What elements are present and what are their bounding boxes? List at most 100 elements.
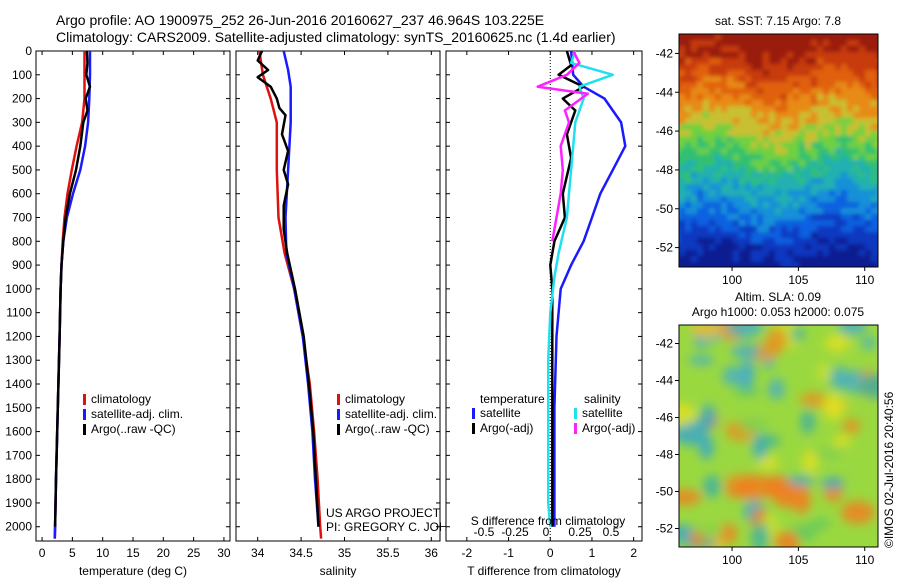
sst-cell — [727, 244, 734, 251]
sst-cell — [733, 238, 740, 245]
sst-cell — [811, 172, 818, 179]
sst-cell — [817, 262, 824, 267]
sst-cell — [739, 244, 746, 251]
sst-cell — [757, 178, 764, 185]
sst-cell — [853, 112, 860, 119]
sst-cell — [697, 70, 704, 77]
sst-cell — [835, 64, 842, 71]
sst-cell — [859, 250, 866, 257]
sst-cell — [835, 94, 842, 101]
sst-cell — [709, 112, 716, 119]
sst-cell — [685, 184, 692, 191]
sst-cell — [733, 232, 740, 239]
sst-cell — [853, 148, 860, 155]
sla-blob — [700, 404, 716, 431]
sst-cell — [745, 190, 752, 197]
sst-cell — [739, 58, 746, 65]
sst-cell — [859, 142, 866, 149]
sst-cell — [781, 262, 788, 267]
sst-cell — [721, 34, 728, 41]
sst-cell — [793, 166, 800, 173]
sst-cell — [811, 226, 818, 233]
sst-cell — [727, 238, 734, 245]
sst-cell — [679, 160, 686, 167]
sst-cell — [805, 202, 812, 209]
sst-cell — [757, 154, 764, 161]
sst-cell — [727, 214, 734, 221]
sst-cell — [679, 178, 686, 185]
sst-cell — [679, 142, 686, 149]
sst-cell — [745, 82, 752, 89]
x2-tick-label: -0.25 — [501, 525, 529, 539]
sst-cell — [775, 232, 782, 239]
sst-cell — [781, 232, 788, 239]
sst-cell — [775, 196, 782, 203]
sst-cell — [769, 52, 776, 59]
sst-cell — [697, 244, 704, 251]
sst-cell — [775, 142, 782, 149]
sst-cell — [859, 130, 866, 137]
sst-cell — [829, 142, 836, 149]
sst-cell — [727, 226, 734, 233]
sst-cell — [739, 76, 746, 83]
sst-cell — [883, 34, 890, 41]
sst-cell — [853, 256, 860, 263]
sst-cell — [763, 64, 770, 71]
sst-cell — [847, 160, 854, 167]
sst-cell — [781, 208, 788, 215]
sst-cell — [781, 190, 788, 197]
sst-cell — [811, 52, 818, 59]
sst-cell — [799, 196, 806, 203]
sst-cell — [715, 112, 722, 119]
sst-cell — [883, 88, 890, 95]
sst-cell — [817, 124, 824, 131]
sst-cell — [733, 88, 740, 95]
sst-cell — [823, 232, 830, 239]
map-x-tick-label: 110 — [855, 553, 874, 567]
sst-cell — [817, 190, 824, 197]
sst-cell — [751, 238, 758, 245]
sst-cell — [751, 256, 758, 263]
sst-cell — [769, 94, 776, 101]
sst-cell — [883, 28, 890, 35]
legend-label: satellite — [582, 406, 623, 420]
sst-cell — [721, 202, 728, 209]
sst-cell — [829, 154, 836, 161]
sst-cell — [727, 34, 734, 41]
sst-cell — [727, 160, 734, 167]
map-y-tick-label: -48 — [656, 163, 674, 177]
sst-cell — [799, 34, 806, 41]
y-tick-label: 2000 — [5, 520, 32, 534]
sst-cell — [709, 106, 716, 113]
sst-cell — [697, 202, 704, 209]
sst-cell — [823, 94, 830, 101]
sst-cell — [751, 244, 758, 251]
sst-cell — [835, 58, 842, 65]
series-line — [549, 51, 585, 527]
sst-cell — [763, 190, 770, 197]
sla-blob — [810, 447, 844, 460]
sst-cell — [733, 172, 740, 179]
sst-cell — [817, 184, 824, 191]
sst-cell — [709, 46, 716, 53]
sst-cell — [697, 178, 704, 185]
series-line — [536, 51, 590, 242]
sst-cell — [865, 160, 872, 167]
sst-cell — [847, 136, 854, 143]
legend-label: satellite — [480, 406, 521, 420]
sst-cell — [739, 166, 746, 173]
sst-cell — [841, 166, 848, 173]
sst-cell — [703, 70, 710, 77]
sst-cell — [811, 154, 818, 161]
sst-cell — [787, 262, 794, 267]
sst-cell — [685, 64, 692, 71]
sst-cell — [775, 130, 782, 137]
sst-cell — [739, 250, 746, 257]
sst-cell — [847, 124, 854, 131]
sst-cell — [745, 184, 752, 191]
sst-cell — [871, 40, 878, 47]
sst-cell — [703, 142, 710, 149]
sst-cell — [775, 118, 782, 125]
sla-blob — [802, 450, 819, 474]
x-tick-label: 36 — [425, 546, 439, 560]
